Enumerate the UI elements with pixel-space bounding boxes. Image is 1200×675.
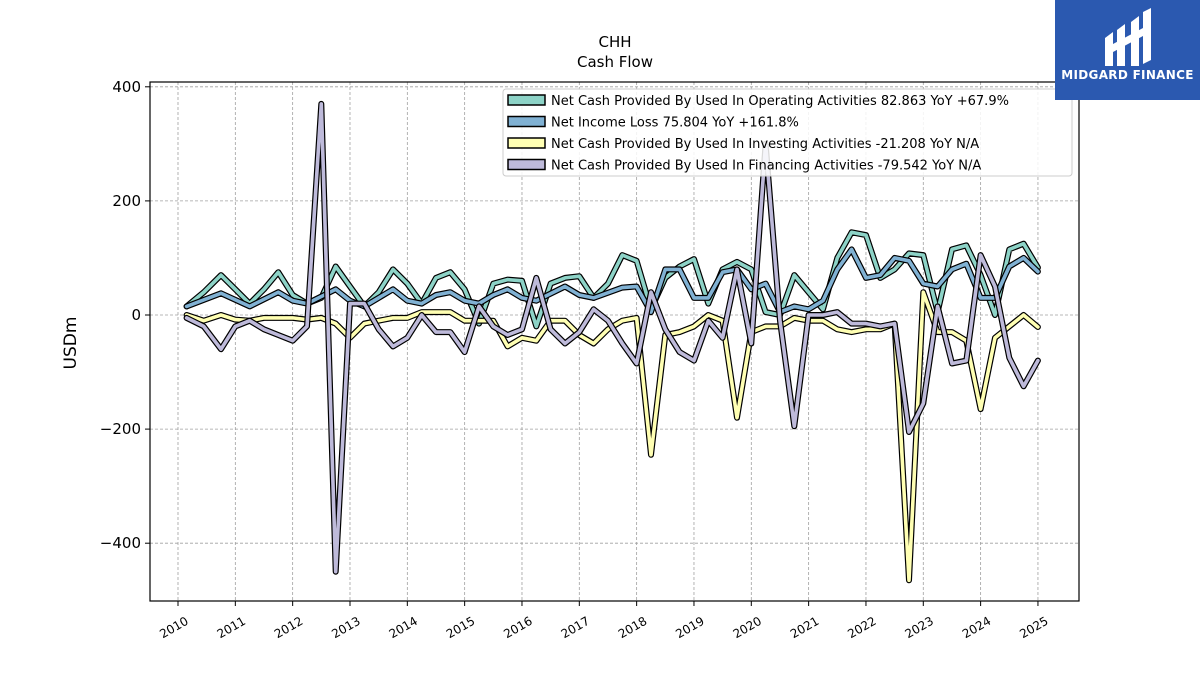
legend-label: Net Cash Provided By Used In Investing A…	[551, 137, 979, 152]
series-line-1	[184, 247, 1040, 314]
x-tick-label: 2011	[215, 614, 248, 641]
x-tick-label: 2017	[559, 614, 592, 641]
midgard-finance-logo: MIDGARD FINANCE	[1055, 0, 1200, 100]
legend-swatch	[507, 94, 546, 106]
x-tick-label: 2022	[845, 614, 878, 641]
x-tick-label: 2013	[329, 614, 362, 641]
y-tick-label: 0	[131, 306, 141, 324]
legend-swatch	[507, 158, 546, 171]
x-tick-label: 2012	[272, 614, 305, 641]
y-tick-label: −200	[100, 420, 141, 438]
plot-frame	[149, 81, 1080, 602]
legend-swatch	[507, 115, 546, 128]
x-tick-label: 2025	[1017, 614, 1050, 641]
y-tick-label: −400	[100, 534, 141, 552]
x-tick-label: 2010	[157, 614, 190, 641]
legend: Net Cash Provided By Used In Operating A…	[502, 88, 1073, 177]
x-tick-label: 2016	[501, 614, 534, 641]
x-tick-label: 2019	[673, 614, 706, 641]
legend-swatch	[507, 137, 546, 149]
series-group	[183, 100, 1041, 584]
series-line-2	[184, 290, 1040, 583]
legend-label: Net Cash Provided By Used In Financing A…	[551, 159, 981, 174]
x-tick-label: 2018	[616, 614, 649, 641]
logo-text: MIDGARD FINANCE	[1061, 68, 1194, 82]
x-tick-label: 2020	[731, 614, 764, 641]
logo-mark-icon	[1105, 8, 1151, 66]
x-tick-label: 2021	[788, 614, 821, 641]
y-axis-label: USDm	[61, 317, 81, 370]
series-line-0	[184, 230, 1040, 329]
x-tick-label: 2015	[444, 614, 477, 641]
x-tick-label: 2023	[903, 614, 936, 641]
legend-box	[502, 88, 1073, 177]
legend-label: Net Cash Provided By Used In Operating A…	[551, 94, 1009, 109]
x-tick-label: 2024	[960, 614, 993, 641]
y-tick-label: 400	[112, 78, 141, 96]
y-tick-label: 200	[112, 192, 141, 210]
legend-label: Net Income Loss 75.804 YoY +161.8%	[551, 116, 799, 131]
x-tick-label: 2014	[387, 614, 420, 641]
chart-subtitle: Cash Flow	[577, 53, 653, 71]
series-line-3	[184, 102, 1040, 574]
chart-title: CHH	[598, 33, 631, 51]
